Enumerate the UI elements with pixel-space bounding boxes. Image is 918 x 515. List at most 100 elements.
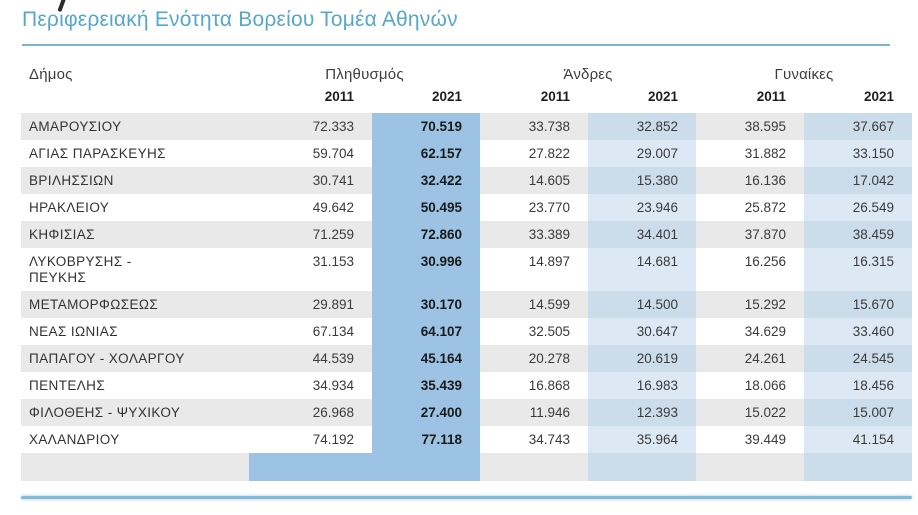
cell-population-2011: 72.333 [249,113,372,140]
cell-women-2011: 24.261 [696,345,804,372]
cell-men-2011: 11.946 [480,399,588,426]
cell-men-2021: 14.500 [588,291,696,318]
municipality-name: ΒΡΙΛΗΣΣΙΩΝ [21,167,249,194]
cell-men-2011: 33.389 [480,221,588,248]
cell-men-2021: 16.983 [588,372,696,399]
cell-men-2021: 14.681 [588,248,696,291]
cell-population-2021: 64.107 [372,318,480,345]
municipality-name: ΧΑΛΑΝΔΡΙΟΥ [29,432,120,447]
cell-women-2011: 31.882 [744,146,786,161]
municipality-name: ΛΥΚΟΒΡΥΣΗΣ - ΠΕΥΚΗΣ [29,254,132,285]
municipality-name: ΠΕΝΤΕΛΗΣ [29,378,106,393]
cell-women-2011: 18.066 [744,378,786,393]
cell-women-2021: 16.315 [804,248,912,291]
population-census-table: Δήμος Πληθυσμός Άνδρες Γυναίκες 2011 202… [21,58,912,481]
municipality-name: ΠΑΠΑΓΟΥ - ΧΟΛΑΡΓΟΥ [21,345,249,372]
year-header-men-2021: 2021 [647,89,678,104]
cell-men-2021: 12.393 [588,399,696,426]
empty-footer-row [21,453,912,481]
cell-women-2011: 34.629 [744,324,786,339]
cell-population-2021: 32.422 [372,167,480,194]
table-row: ΗΡΑΚΛΕΙΟΥ 49.642 50.495 23.770 23.946 25.872 2… [21,194,912,221]
cell-women-2021: 24.545 [804,345,912,372]
cell-women-2021: 33.460 [804,318,912,345]
cell-population-2011: 59.704 [312,146,354,161]
cell-women-2021: 17.042 [804,167,912,194]
cell-men-2021: 35.964 [588,426,696,453]
table-row: ΠΑΠΑΓΟΥ - ΧΟΛΑΡΓΟΥ 44.539 45.164 20.278 20.6… [21,345,912,372]
cell-women-2021: 38.459 [804,221,912,248]
column-header-population: Πληθυσμός [325,66,404,83]
column-header-men: Άνδρες [563,66,613,83]
cell-population-2011: 26.968 [249,399,372,426]
cell-population-2011: 31.153 [312,254,354,269]
cell-women-2011: 37.870 [696,221,804,248]
table-row: ΚΗΦΙΣΙΑΣ 71.259 72.860 33.389 34.401 37.870 38… [21,221,912,248]
cell-women-2021: 37.667 [804,113,912,140]
cell-men-2021: 20.619 [588,345,696,372]
cell-population-2011: 30.741 [249,167,372,194]
cell-men-2021: 32.852 [588,113,696,140]
cell-population-2011: 34.934 [312,378,354,393]
municipality-name: ΜΕΤΑΜΟΡΦΩΣΕΩΣ [21,291,249,318]
cell-men-2021: 23.946 [588,194,696,221]
cell-population-2021: 27.400 [372,399,480,426]
cell-men-2011: 20.278 [480,345,588,372]
cell-population-2011: 67.134 [312,324,354,339]
column-header-women: Γυναίκες [774,66,834,83]
cell-population-2021: 72.860 [372,221,480,248]
cell-men-2011: 33.738 [480,113,588,140]
cell-population-2021: 35.439 [372,372,480,399]
page-title: Περιφερειακή Ενότητα Βορείου Τομέα Αθηνώ… [22,8,458,31]
cell-women-2011: 15.022 [696,399,804,426]
cell-men-2011: 27.822 [528,146,570,161]
table-row: ΧΑΛΑΝΔΡΙΟΥ 74.192 77.118 34.743 35.964 39.449… [21,426,912,453]
municipality-name: ΑΓΙΑΣ ΠΑΡΑΣΚΕΥΗΣ [29,146,166,161]
table-body: ΑΜΑΡΟΥΣΙΟΥ 72.333 70.519 33.738 32.852 38.595… [21,113,912,481]
cell-women-2021: 15.007 [804,399,912,426]
year-header-women-2021: 2021 [863,89,894,104]
title-divider-rule [22,44,890,46]
cell-women-2021: 15.670 [804,291,912,318]
cell-population-2021: 50.495 [372,194,480,221]
cell-population-2021: 70.519 [372,113,480,140]
cell-women-2011: 16.136 [696,167,804,194]
cell-population-2011: 71.259 [249,221,372,248]
cell-men-2011: 23.770 [528,200,570,215]
table-row: ΠΕΝΤΕΛΗΣ 34.934 35.439 16.868 16.983 18.066 18… [21,372,912,399]
bottom-divider-rule [21,496,912,499]
cell-population-2011: 29.891 [249,291,372,318]
cell-men-2011: 14.897 [528,254,570,269]
cell-men-2011: 34.743 [528,432,570,447]
cell-men-2011: 32.505 [528,324,570,339]
cell-men-2011: 16.868 [528,378,570,393]
table-row: ΜΕΤΑΜΟΡΦΩΣΕΩΣ 29.891 30.170 14.599 14.500 15.… [21,291,912,318]
cell-women-2011: 39.449 [744,432,786,447]
table-row: ΑΓΙΑΣ ΠΑΡΑΣΚΕΥΗΣ 59.704 62.157 27.822 29.007… [21,140,912,167]
cell-men-2021: 29.007 [588,140,696,167]
municipality-name: ΦΙΛΟΘΕΗΣ - ΨΥΧΙΚΟΥ [21,399,249,426]
column-header-dimos: Δήμος [29,66,73,83]
cell-women-2011: 15.292 [696,291,804,318]
year-header-population-2021: 2021 [431,89,462,104]
year-header-population-2011: 2011 [324,89,354,104]
cell-population-2021: 30.996 [372,248,480,291]
cell-men-2021: 34.401 [588,221,696,248]
table-row: ΑΜΑΡΟΥΣΙΟΥ 72.333 70.519 33.738 32.852 38.595… [21,113,912,140]
cell-women-2011: 38.595 [696,113,804,140]
cell-women-2021: 33.150 [804,140,912,167]
table-row: ΝΕΑΣ ΙΩΝΙΑΣ 67.134 64.107 32.505 30.647 34.62… [21,318,912,345]
municipality-name: ΗΡΑΚΛΕΙΟΥ [29,200,110,215]
cell-population-2021: 62.157 [372,140,480,167]
cell-population-2021: 77.118 [372,426,480,453]
cell-men-2021: 30.647 [588,318,696,345]
table-row: ΒΡΙΛΗΣΣΙΩΝ 30.741 32.422 14.605 15.380 16.136… [21,167,912,194]
municipality-name: ΝΕΑΣ ΙΩΝΙΑΣ [29,324,118,339]
municipality-name: ΑΜΑΡΟΥΣΙΟΥ [21,113,249,140]
municipality-name: ΚΗΦΙΣΙΑΣ [21,221,249,248]
cell-women-2011: 16.256 [744,254,786,269]
cell-population-2021: 30.170 [372,291,480,318]
cell-population-2021: 45.164 [372,345,480,372]
cell-population-2011: 44.539 [249,345,372,372]
cell-women-2021: 26.549 [804,194,912,221]
